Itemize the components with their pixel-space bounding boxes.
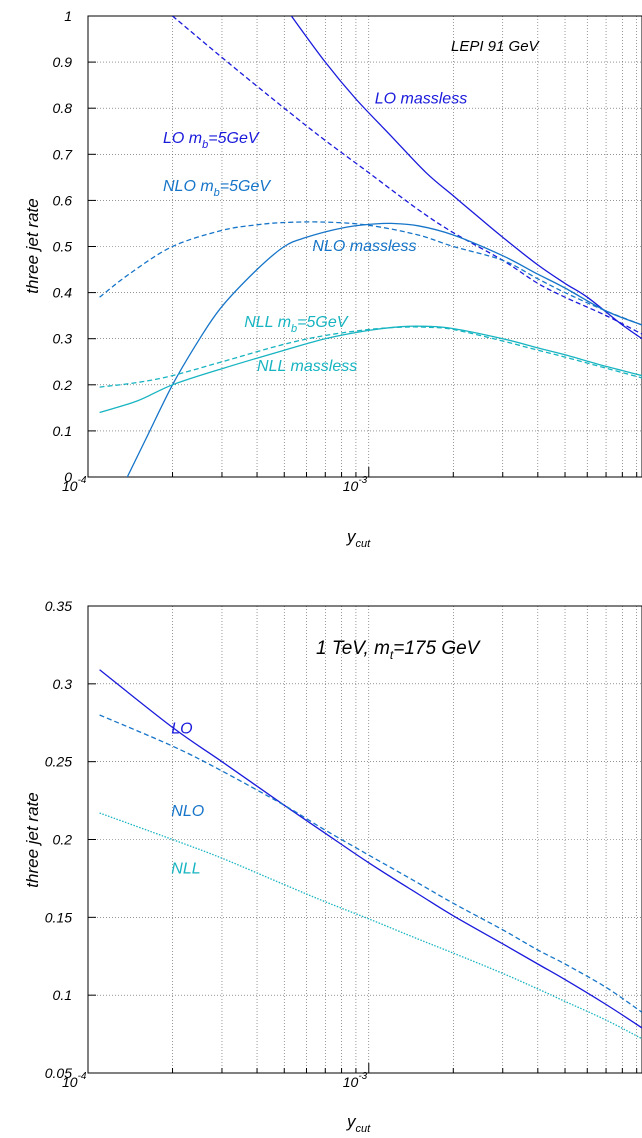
- panel-top: 0 0.1 0.2 0.3 0.4 0.5 0.6 0.7 0.8 0.9 1 10-4 10-3 L…: [23, 8, 642, 550]
- y-tick-label: 0.4: [53, 285, 73, 301]
- curve-label: LO: [171, 721, 192, 738]
- curve-label: NLL: [171, 861, 200, 878]
- curves-top: [99, 16, 642, 477]
- chart-title-top: LEPI 91 GeV: [451, 38, 541, 55]
- y-tick-label: 0.15: [45, 909, 72, 925]
- series-nlo-mb5-line: [99, 221, 642, 326]
- curve-label: NLO massless: [312, 238, 416, 255]
- chart-title-bottom-rest: =175 GeV: [393, 638, 481, 659]
- x-axis-label-top: ycut: [346, 527, 371, 550]
- x-tick-label: 10-4: [62, 475, 87, 494]
- y-tick-labels-bottom: 0.05 0.1 0.15 0.2 0.25 0.3 0.35: [45, 598, 72, 1081]
- y-tick-label: 0.35: [45, 598, 72, 614]
- y-tick-label: 0.05: [45, 1065, 72, 1081]
- series-nlo-massless-line: [126, 222, 642, 477]
- chart-title-bottom: 1 TeV, mt=175 GeV: [316, 638, 482, 662]
- x-axis-label-bottom-sub: cut: [356, 1123, 372, 1135]
- curve-label: LO massless: [375, 91, 467, 108]
- x-axis-label-bottom: ycut: [346, 1112, 371, 1135]
- y-tick-label: 0.3: [53, 331, 73, 347]
- y-tick-label: 0.2: [53, 832, 73, 848]
- x-tick-labels-top: 10-4 10-3: [62, 475, 368, 494]
- curve-label: NLO mb=5GeV: [163, 178, 271, 199]
- series-lo-mb5-line: [172, 16, 642, 335]
- y-tick-labels-top: 0 0.1 0.2 0.3 0.4 0.5 0.6 0.7 0.8 0.9 1: [53, 8, 74, 485]
- y-tick-label: 0.1: [53, 987, 72, 1003]
- curve-label: NLO: [171, 803, 204, 820]
- y-tick-label: 0: [64, 469, 72, 485]
- curve-label: LO mb=5GeV: [163, 130, 260, 151]
- y-tick-label: 0.7: [53, 146, 74, 162]
- chart-title-bottom-sub: t: [390, 648, 394, 662]
- x-tick-label: 10-3: [343, 1071, 368, 1090]
- x-tick-label: 10-3: [343, 475, 368, 494]
- x-axis-label-top-main: y: [346, 527, 357, 546]
- series-lo-line: [99, 669, 642, 1029]
- series-nll-mb5-line: [99, 326, 642, 388]
- x-tick-label: 10-4: [62, 1071, 87, 1090]
- x-axis-label-bottom-main: y: [346, 1112, 357, 1131]
- y-axis-label-top: three jet rate: [23, 198, 42, 293]
- x-tick-labels-bottom: 10-4 10-3: [62, 1071, 368, 1090]
- y-tick-label: 0.2: [53, 377, 73, 393]
- curve-label: NLL massless: [257, 358, 357, 375]
- ticks-bottom: [88, 605, 638, 1074]
- y-tick-label: 0.5: [53, 239, 73, 255]
- series-nll-line: [99, 812, 642, 1040]
- y-tick-label: 0.25: [45, 754, 72, 770]
- ticks-top: [88, 15, 638, 478]
- chart-title-bottom-main: 1 TeV, m: [316, 638, 390, 659]
- y-tick-label: 0.8: [53, 100, 73, 116]
- curve-labels-bottom: LO NLO NLL: [171, 721, 204, 878]
- y-axis-label-bottom: three jet rate: [23, 792, 42, 887]
- curves-bottom: [99, 669, 642, 1040]
- series-lo-massless-line: [290, 16, 642, 340]
- series-nlo-line: [99, 714, 642, 1013]
- y-tick-label: 0.1: [53, 423, 72, 439]
- grid-top: [88, 16, 642, 477]
- curve-labels-top: LO massless LO mb=5GeV NLO mb=5GeV NLO mass…: [163, 91, 467, 375]
- y-tick-label: 0.3: [53, 676, 73, 692]
- y-tick-label: 0.6: [53, 192, 73, 208]
- y-tick-label: 1: [64, 8, 72, 24]
- panel-bottom: 0.05 0.1 0.15 0.2 0.25 0.3 0.35 10-4 10-3 LO NLO…: [23, 598, 642, 1135]
- x-axis-label-top-sub: cut: [356, 538, 372, 550]
- curve-label: NLL mb=5GeV: [244, 314, 349, 335]
- y-tick-label: 0.9: [53, 54, 73, 70]
